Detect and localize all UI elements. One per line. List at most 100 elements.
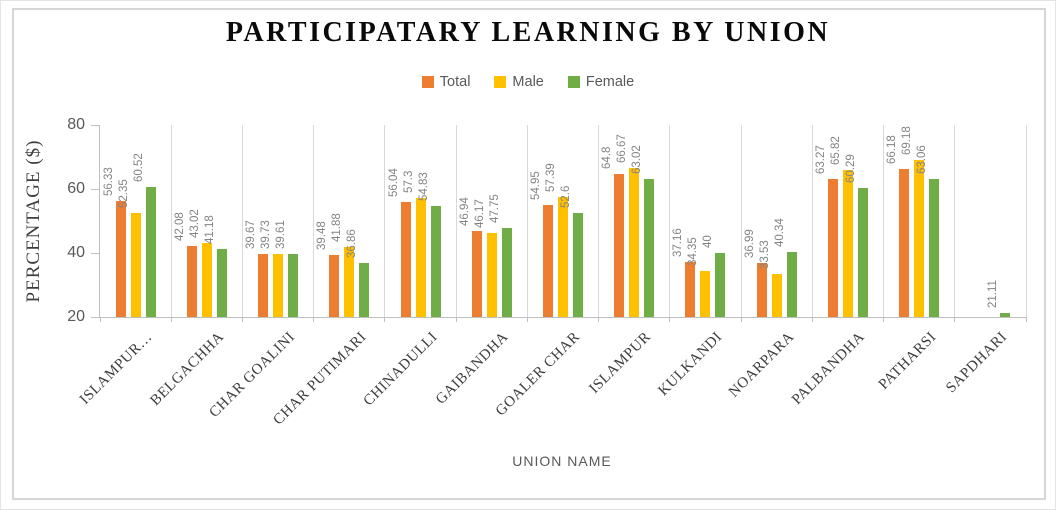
bar-female [288,254,299,317]
male-series-swatch-icon [494,76,507,88]
legend-label-male: Male [512,74,544,90]
plot-area: 56.33 42.08 39.67 39.48 56.04 46.94 54.95 64.8 3… [99,125,1027,322]
x-tick-mark [313,317,315,322]
bar-total [400,201,411,317]
bar-total [827,178,838,317]
x-tick-label: ISLAMPUR [586,329,655,397]
bar-value-label: 69.18 [901,125,914,155]
x-tick-label: PALBANDHA [789,329,869,408]
gridline [384,125,386,317]
bar-female [1000,313,1011,317]
x-tick-mark [598,317,600,322]
gridline [598,125,600,317]
bar-male [273,253,284,317]
bar-female [501,228,512,317]
bar-female [145,187,156,317]
legend-label-female: Female [585,74,635,90]
bar-male [558,197,568,317]
female-series-swatch-icon [567,76,580,88]
y-axis: 20 40 60 80 [1,116,99,325]
gridline [526,125,528,317]
bar-total [899,169,910,317]
bar-total [471,230,482,317]
x-tick-label: BELGACHHA [147,329,228,409]
bar-value-label: 60.52 [132,153,145,183]
bar-value-label: 54.83 [417,171,430,201]
bar-female [786,251,797,317]
bar-value-label: 40 [702,235,715,248]
bar-female [430,205,441,317]
legend-item-total: Total [421,74,471,90]
bar-value-label: 66.67 [616,133,629,163]
bar-value-label: 36.86 [346,229,359,259]
bar-female [857,188,868,317]
legend-item-male: Male [494,74,544,90]
bar-value-label: 63.06 [916,145,929,175]
bar-male [344,246,355,317]
bar-value-label: 56.33 [102,166,115,196]
bar-male [201,243,212,317]
bar-value-label: 52.6 [560,185,572,208]
bar-female [715,253,726,317]
bar-total [258,254,269,317]
bar-value-label: 33.53 [758,239,771,269]
bar-female [359,263,370,317]
chart-title: PARTICIPATARY LEARNING BY UNION [225,17,831,48]
bar-value-label: 60.29 [844,154,857,184]
bar-female [216,249,227,317]
bar-female [644,179,655,317]
bar-value-label: 40.34 [773,218,786,247]
bar-male [130,213,141,317]
y-tick-mark [91,252,99,254]
gridline [455,125,457,317]
bar-value-label: 46.17 [473,199,486,229]
bar-value-label: 64.8 [601,146,614,169]
legend-label-total: Total [439,74,471,90]
x-tick-mark [455,317,457,322]
bar-total [186,246,197,317]
bar-male [629,167,640,317]
bar-total [543,205,553,317]
bar-total [115,200,126,317]
bar-value-label: 39.48 [316,220,329,250]
x-axis-labels: ISLAMPUR… BELGACHHA CHAR GOALINI CHAR PUTIM… [77,317,1025,452]
bar-value-label: 39.61 [275,220,288,250]
bar-value-label: 65.82 [829,136,842,166]
bar-value-label: 57.39 [545,163,557,193]
x-tick-label: GAIBANDHA [433,329,513,408]
bar-value-label: 47.75 [488,194,501,224]
y-tick-mark [91,188,99,190]
bar-value-label: 63.27 [814,144,827,174]
bar-value-label: 42.08 [173,212,186,242]
x-tick-mark [811,317,813,322]
bar-male [914,159,925,317]
x-tick-mark [1025,317,1027,322]
bar-male [700,271,711,317]
bar-value-label: 63.02 [631,145,644,175]
bar-value-label: 52.35 [117,179,130,209]
y-tick-mark [91,124,99,126]
x-tick-mark [170,317,172,322]
gridline [170,125,172,317]
legend: Total Male Female [1,74,1055,90]
bar-total [329,254,340,317]
bar-male [842,170,853,317]
y-tick-label: 40 [67,244,85,261]
y-tick-mark [91,316,99,318]
x-tick-label: KULKANDI [655,329,726,400]
x-tick-mark [526,317,528,322]
y-tick-label: 20 [67,308,85,325]
gridline [313,125,315,317]
x-tick-mark [99,317,101,322]
bar-value-label: 66.18 [886,135,899,165]
bar-female [573,212,583,317]
bar-value-label: 41.18 [203,215,216,245]
chart-frame [12,8,1046,500]
bar-value-label: 41.88 [331,213,344,242]
x-tick-label: PATHARSI [875,329,940,393]
bar-value-label: 54.95 [530,171,542,201]
x-tick-mark [740,317,742,322]
gridline [740,125,742,317]
bar-value-label: 56.04 [387,167,400,197]
